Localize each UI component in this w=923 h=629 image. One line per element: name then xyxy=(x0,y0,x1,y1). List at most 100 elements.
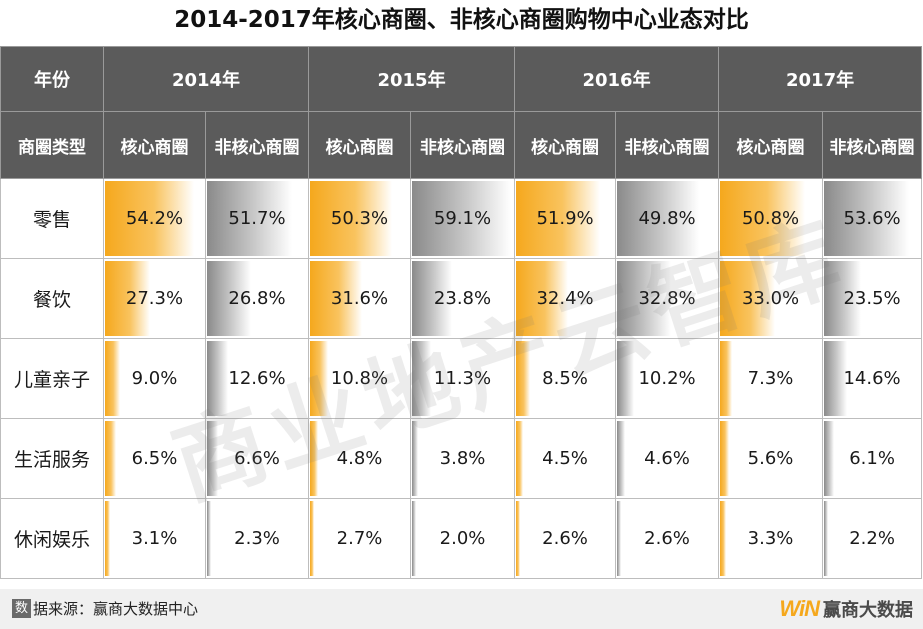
table-row: 休闲娱乐 3.1% 2.3% 2.7% 2.0% 2.6% 2.6% 3.3% 2.2% xyxy=(0,498,923,579)
noncore-value-cell: 32.8% xyxy=(615,258,720,339)
noncore-value-cell: 12.6% xyxy=(204,338,310,419)
core-value-cell: 50.8% xyxy=(718,178,824,259)
cell-value: 23.5% xyxy=(843,288,901,309)
page-title: 2014-2017年核心商圈、非核心商圈购物中心业态对比 xyxy=(174,7,749,33)
core-value-cell: 51.9% xyxy=(514,178,617,259)
noncore-value-cell: 4.6% xyxy=(615,418,720,499)
cell-value: 2.0% xyxy=(439,528,486,549)
logo-name: 赢商大数据 xyxy=(823,600,913,621)
type-header-core: 核心商圈 xyxy=(103,111,206,179)
cell-value: 26.8% xyxy=(228,288,286,309)
core-bar xyxy=(105,341,120,416)
core-value-cell: 50.3% xyxy=(308,178,412,259)
row-label: 零售 xyxy=(0,178,104,259)
type-header-core: 核心商圈 xyxy=(514,111,617,179)
core-bar xyxy=(720,501,727,576)
core-bar xyxy=(720,261,776,336)
core-bar xyxy=(516,181,601,256)
cell-value: 2.6% xyxy=(542,528,588,549)
cell-value: 6.6% xyxy=(234,448,280,469)
noncore-bar xyxy=(207,261,251,336)
cell-value: 11.3% xyxy=(433,368,492,389)
core-value-cell: 27.3% xyxy=(103,258,206,339)
row-label: 儿童亲子 xyxy=(0,338,104,419)
table-row: 零售 54.2% 51.7% 50.3% 59.1% 51.9% 49.8% 50.8% 53.… xyxy=(0,178,923,259)
core-bar xyxy=(310,501,315,576)
noncore-value-cell: 3.8% xyxy=(410,418,516,499)
noncore-bar xyxy=(207,501,211,576)
cell-value: 6.1% xyxy=(849,448,895,469)
core-bar xyxy=(720,341,733,416)
cell-value: 3.3% xyxy=(747,528,794,549)
cell-value: 10.8% xyxy=(330,368,389,389)
comparison-table-wrap: 年份 2014年 2015年 2016年 2017年 商圈类型 核心商圈 非核心… xyxy=(0,46,923,579)
table-row: 餐饮 27.3% 26.8% 31.6% 23.8% 32.4% 32.8% 33.0% 23.… xyxy=(0,258,923,339)
cell-value: 50.3% xyxy=(330,208,389,229)
type-header-noncore: 非核心商圈 xyxy=(410,111,516,179)
cell-value: 4.5% xyxy=(542,448,588,469)
noncore-value-cell: 51.7% xyxy=(204,178,310,259)
noncore-bar xyxy=(824,501,829,576)
noncore-bar xyxy=(617,421,626,496)
cell-value: 54.2% xyxy=(125,208,184,229)
noncore-value-cell: 23.5% xyxy=(822,258,923,339)
noncore-bar xyxy=(207,421,218,496)
cell-value: 32.8% xyxy=(638,288,696,309)
table-row: 儿童亲子 9.0% 12.6% 10.8% 11.3% 8.5% 10.2% 7.3% 14.6… xyxy=(0,338,923,419)
noncore-bar xyxy=(412,421,419,496)
noncore-value-cell: 10.2% xyxy=(615,338,720,419)
type-header-core: 核心商圈 xyxy=(718,111,824,179)
type-header-noncore: 非核心商圈 xyxy=(204,111,310,179)
noncore-bar xyxy=(207,181,292,256)
core-bar xyxy=(105,501,110,576)
cell-value: 50.8% xyxy=(741,208,800,229)
core-bar xyxy=(105,421,116,496)
core-value-cell: 9.0% xyxy=(103,338,206,419)
cell-value: 2.6% xyxy=(644,528,690,549)
noncore-bar xyxy=(412,341,432,416)
cell-value: 5.6% xyxy=(747,448,794,469)
core-value-cell: 8.5% xyxy=(514,338,617,419)
noncore-bar xyxy=(412,181,512,256)
core-bar xyxy=(310,421,319,496)
cell-value: 4.6% xyxy=(644,448,690,469)
type-header-row: 商圈类型 核心商圈 非核心商圈 核心商圈 非核心商圈 核心商圈 非核心商圈 核心… xyxy=(0,111,923,179)
cell-value: 53.6% xyxy=(843,208,901,229)
cell-value: 27.3% xyxy=(125,288,184,309)
noncore-bar xyxy=(617,261,672,336)
core-value-cell: 2.6% xyxy=(514,498,617,579)
cell-value: 51.9% xyxy=(536,208,594,229)
noncore-bar xyxy=(617,501,622,576)
cell-value: 2.3% xyxy=(234,528,280,549)
noncore-bar xyxy=(617,181,700,256)
cell-value: 4.8% xyxy=(336,448,383,469)
core-bar xyxy=(310,181,393,256)
cell-value: 2.2% xyxy=(849,528,895,549)
cell-value: 31.6% xyxy=(330,288,389,309)
core-bar xyxy=(516,261,569,336)
core-bar xyxy=(105,181,194,256)
core-bar xyxy=(105,261,150,336)
core-value-cell: 33.0% xyxy=(718,258,824,339)
source-badge: 数 xyxy=(12,599,31,618)
core-bar xyxy=(516,341,531,416)
noncore-value-cell: 6.1% xyxy=(822,418,923,499)
core-value-cell: 31.6% xyxy=(308,258,412,339)
core-bar xyxy=(720,421,730,496)
cell-value: 49.8% xyxy=(638,208,696,229)
core-value-cell: 54.2% xyxy=(103,178,206,259)
core-bar xyxy=(310,261,363,336)
core-value-cell: 6.5% xyxy=(103,418,206,499)
year-header-2015: 2015年 xyxy=(308,46,516,112)
cell-value: 3.8% xyxy=(439,448,486,469)
type-header-noncore: 非核心商圈 xyxy=(822,111,923,179)
core-value-cell: 5.6% xyxy=(718,418,824,499)
noncore-bar xyxy=(824,421,835,496)
type-header-core: 核心商圈 xyxy=(308,111,412,179)
source-note: 数 据来源：赢商大数据中心 xyxy=(12,598,198,619)
noncore-value-cell: 2.2% xyxy=(822,498,923,579)
cell-value: 32.4% xyxy=(536,288,594,309)
cell-value: 12.6% xyxy=(228,368,286,389)
noncore-value-cell: 6.6% xyxy=(204,418,310,499)
year-header-2014: 2014年 xyxy=(102,46,310,112)
